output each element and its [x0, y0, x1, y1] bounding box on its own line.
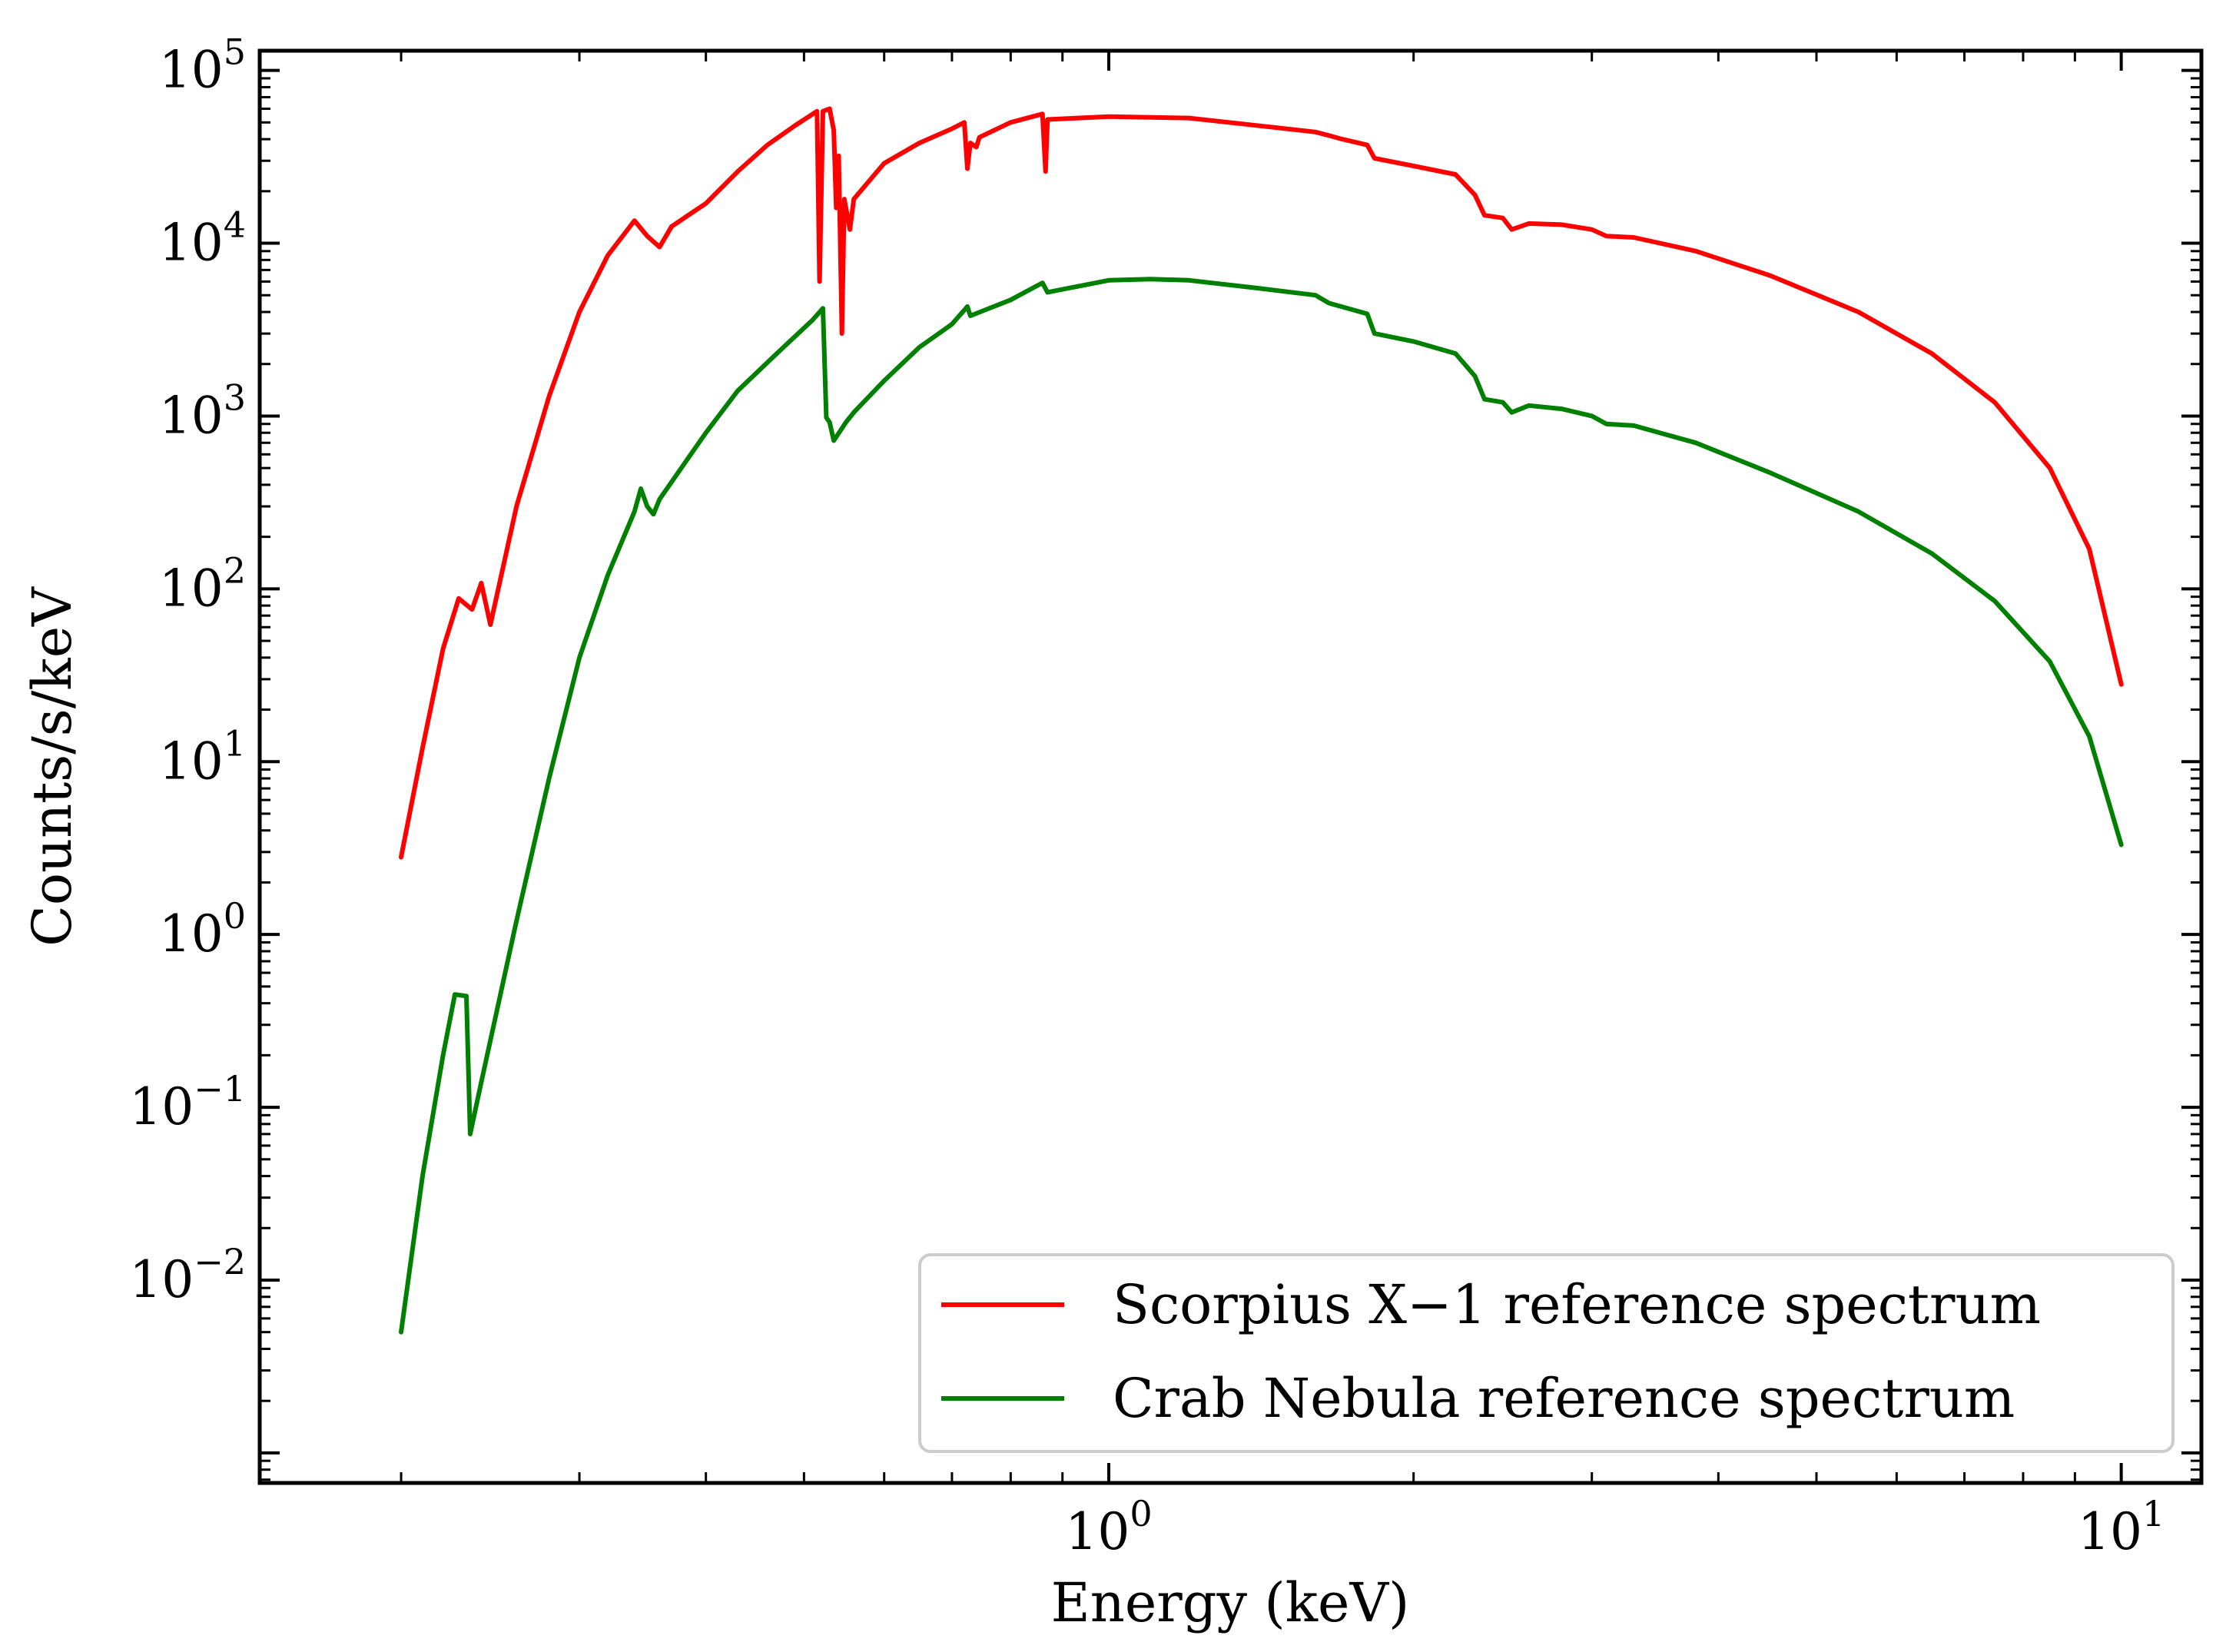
y-tick-label: 102: [159, 549, 246, 618]
x-tick-label: 101: [2078, 1493, 2165, 1561]
y-axis-title: Counts/s/keV: [21, 586, 84, 947]
y-axis-ticks: 10−2 10−1 100 101 102 103 104 105: [129, 32, 2201, 1481]
legend-frame: [918, 1253, 2175, 1453]
x-axis-ticks: 100 101: [400, 51, 2165, 1561]
x-axis-title: Energy (keV): [1051, 1571, 1410, 1634]
plot-background: [260, 51, 2201, 1483]
legend-label-scorpius: Scorpius X−1 reference spectrum: [1113, 1273, 2041, 1336]
y-tick-label: 103: [159, 377, 246, 445]
y-tick-label: 10−2: [129, 1241, 246, 1309]
legend-label-crab: Crab Nebula reference spectrum: [1113, 1367, 2015, 1430]
y-tick-label: 10−1: [129, 1068, 246, 1136]
series-line-scorpius: [399, 106, 2124, 860]
series-line-crab: [399, 277, 2124, 1335]
plot-frame: [257, 48, 2204, 1485]
y-tick-label: 100: [159, 895, 246, 964]
y-tick-label: 104: [159, 204, 246, 273]
y-tick-label: 101: [159, 722, 246, 791]
series-layer: [399, 106, 2124, 1335]
x-tick-label: 100: [1065, 1493, 1152, 1561]
y-tick-label: 105: [159, 32, 246, 100]
legend: Scorpius X−1 reference spectrum Crab Neb…: [918, 1253, 2175, 1453]
